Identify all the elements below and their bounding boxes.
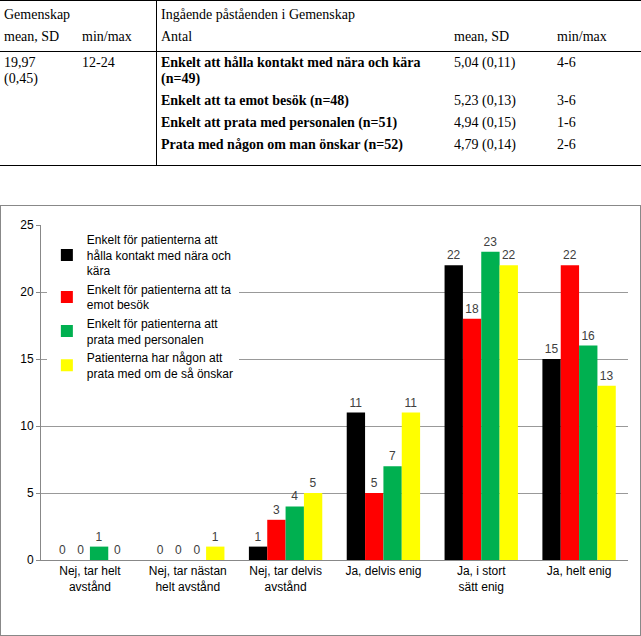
svg-text:Nej, tar heltavstånd: Nej, tar heltavstånd: [59, 564, 121, 594]
html-text:mean, SD: mean, SD: [4, 29, 60, 44]
svg-text:Patienterna har någon attprata: Patienterna har någon attprata med om de…: [87, 351, 233, 381]
html-text:mean, SD: mean, SD: [454, 29, 510, 44]
svg-text:5: 5: [27, 486, 34, 500]
svg-text:1: 1: [96, 530, 103, 544]
svg-text:3: 3: [273, 503, 280, 517]
html-text:19,97: 19,97: [4, 55, 36, 70]
svg-text:22: 22: [563, 248, 577, 262]
svg-text:Nej, tar delvisavstånd: Nej, tar delvisavstånd: [249, 564, 322, 594]
svg-text:7: 7: [389, 449, 396, 463]
svg-text:23: 23: [484, 235, 498, 249]
svg-text:11: 11: [350, 396, 363, 410]
svg-text:0: 0: [27, 553, 34, 567]
html-text:5,04 (0,11): 5,04 (0,11): [454, 55, 516, 70]
html-text:12-24: 12-24: [82, 55, 115, 70]
svg-text:0: 0: [157, 543, 164, 557]
svg-text:15: 15: [20, 352, 34, 366]
html-text:1-6: 1-6: [557, 115, 576, 130]
html-text:3-6: 3-6: [557, 93, 576, 108]
html-text:Enkelt att prata med personale: Enkelt att prata med personalen (n=51): [161, 115, 398, 130]
svg-text:25: 25: [20, 218, 34, 232]
svg-text:4: 4: [291, 489, 298, 503]
html-text:Prata med någon om man önskar: Prata med någon om man önskar (n=52): [161, 137, 403, 152]
svg-text:13: 13: [600, 369, 614, 383]
html-text:Ingående påståenden i Gemenska: Ingående påståenden i Gemenskap: [161, 7, 355, 22]
svg-text:Ja, helt enig: Ja, helt enig: [547, 564, 612, 578]
html-text:Gemenskap: Gemenskap: [4, 7, 71, 22]
svg-text:Ja, delvis enig: Ja, delvis enig: [345, 564, 421, 578]
svg-text:5: 5: [310, 476, 317, 490]
html-text:4,79 (0,14): 4,79 (0,14): [454, 137, 516, 152]
html-text:5,23 (0,13): 5,23 (0,13): [454, 93, 516, 108]
html-text:Antal: Antal: [161, 29, 193, 44]
svg-text:11: 11: [405, 396, 418, 410]
svg-text:18: 18: [465, 302, 479, 316]
html-text:(0,45): (0,45): [4, 71, 38, 86]
svg-text:10: 10: [20, 419, 34, 433]
svg-text:22: 22: [502, 248, 516, 262]
html-text:Enkelt att ta emot besök (n=48: Enkelt att ta emot besök (n=48): [161, 93, 349, 108]
svg-text:15: 15: [545, 342, 559, 356]
svg-text:1: 1: [212, 530, 219, 544]
svg-text:Enkelt för patienterna atthåll: Enkelt för patienterna atthålla kontakt …: [87, 233, 231, 278]
svg-text:Enkelt för patienterna attprat: Enkelt för patienterna attprata med pers…: [87, 317, 218, 347]
svg-text:Enkelt för patienterna att tae: Enkelt för patienterna att taemot besök: [87, 283, 231, 313]
html-text:Enkelt att hålla kontakt med n: Enkelt att hålla kontakt med nära och kä…: [161, 55, 421, 86]
svg-text:0: 0: [175, 543, 182, 557]
svg-text:22: 22: [447, 248, 461, 262]
svg-text:16: 16: [581, 329, 595, 343]
html-text:2-6: 2-6: [557, 137, 576, 152]
html-text:4-6: 4-6: [557, 55, 576, 70]
html-text:4,94 (0,15): 4,94 (0,15): [454, 115, 516, 130]
html-text:min/max: min/max: [82, 29, 132, 44]
svg-text:5: 5: [371, 476, 378, 490]
svg-text:0: 0: [193, 543, 200, 557]
svg-text:0: 0: [77, 543, 84, 557]
svg-text:0: 0: [114, 543, 121, 557]
html-text:min/max: min/max: [557, 29, 607, 44]
svg-text:Ja, i stortsätt enig: Ja, i stortsätt enig: [457, 564, 506, 594]
svg-text:1: 1: [255, 530, 262, 544]
svg-text:20: 20: [20, 285, 34, 299]
svg-text:0: 0: [59, 543, 66, 557]
svg-text:Nej, tar nästanhelt avstånd: Nej, tar nästanhelt avstånd: [149, 564, 227, 594]
